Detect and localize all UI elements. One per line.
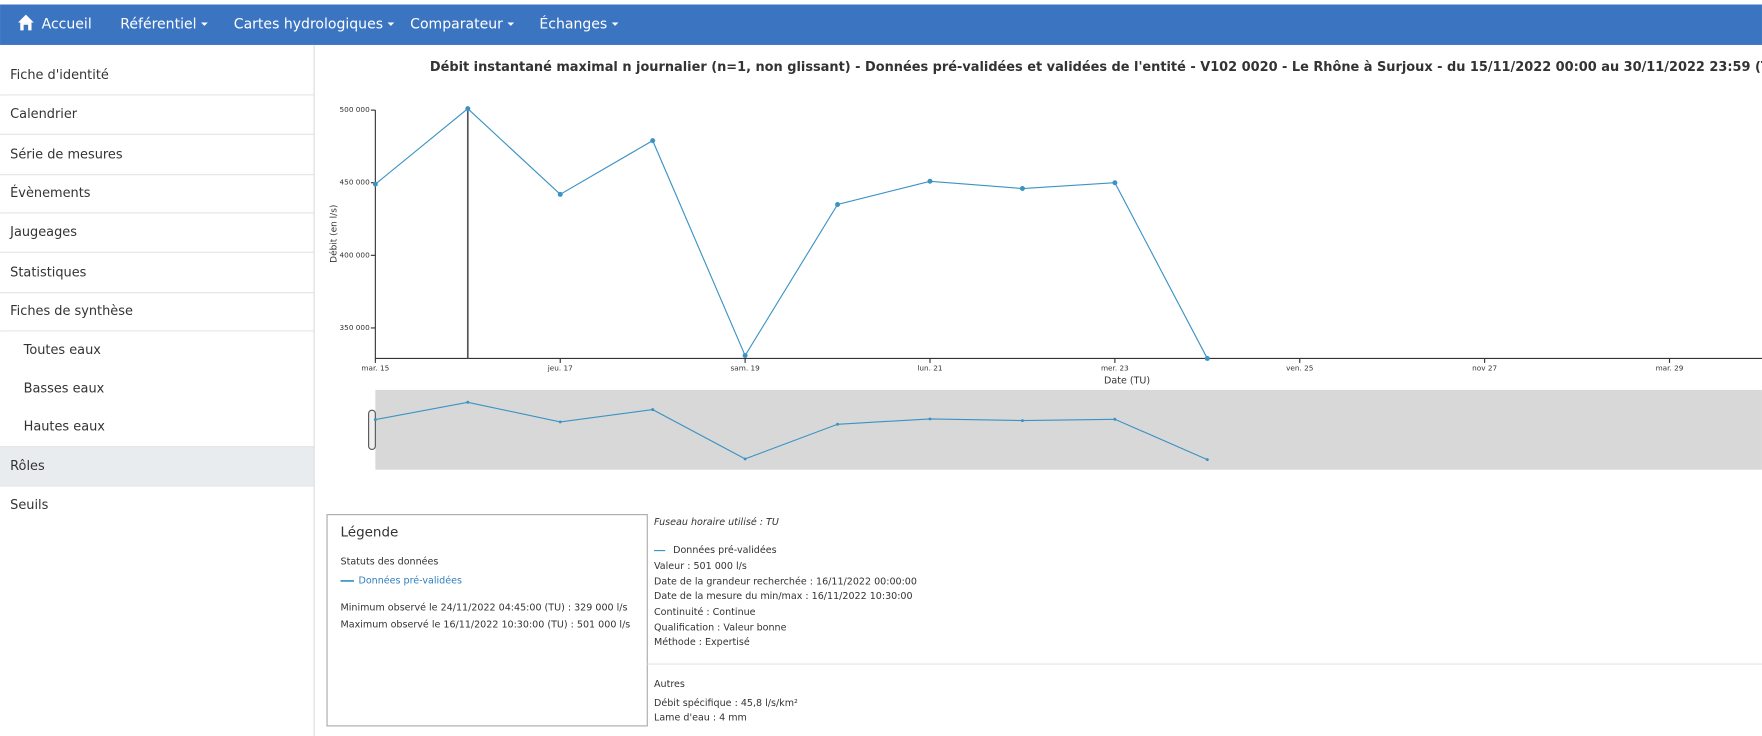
sidebar-border — [313, 44, 315, 736]
data-point[interactable] — [557, 191, 563, 197]
legend-subtitle: Statuts des données — [341, 556, 439, 567]
sidebar-item[interactable]: Évènements — [10, 185, 91, 201]
tooltip-line: Méthode : Expertisé — [654, 637, 750, 648]
tooltip-timezone: Fuseau horaire utilisé : TU — [654, 517, 779, 528]
sidebar-item[interactable]: Seuils — [10, 498, 48, 513]
legend-box — [326, 514, 648, 727]
sidebar-item[interactable]: Série de mesures — [10, 148, 123, 163]
legend-entry: Données pré-validées — [358, 575, 461, 586]
legend-title: Légende — [341, 525, 399, 541]
sidebar-item[interactable]: Fiches de synthèse — [10, 304, 133, 319]
navigator-point — [1205, 458, 1209, 462]
tooltip-line: Qualification : Valeur bonne — [654, 623, 787, 634]
nav-item[interactable]: Référentiel — [120, 17, 196, 33]
navigator[interactable] — [375, 389, 1762, 470]
sidebar-item[interactable]: Fiche d'identité — [10, 68, 109, 83]
sidebar-item[interactable]: Toutes eaux — [23, 343, 102, 358]
x-tick-label: ven. 25 — [1286, 364, 1313, 373]
home-icon[interactable] — [18, 14, 34, 31]
nav-item[interactable]: Accueil — [42, 17, 92, 33]
data-point[interactable] — [650, 138, 656, 144]
y-tick-label: 350 000 — [340, 323, 371, 332]
tooltip-other-title: Autres — [654, 679, 685, 690]
x-tick-label: jeu. 17 — [547, 364, 573, 373]
navigator-point — [651, 408, 655, 412]
data-point[interactable] — [927, 178, 933, 184]
navigator-point — [928, 417, 932, 421]
nav-item[interactable]: Cartes hydrologiques — [234, 17, 383, 33]
navigator-point — [836, 422, 840, 426]
navigator-line — [375, 401, 1208, 461]
sidebar-active — [0, 446, 314, 487]
tooltip-line: Valeur : 501 000 l/s — [654, 561, 747, 572]
data-point[interactable] — [1112, 180, 1118, 186]
navbar — [0, 4, 1762, 45]
tooltip-line: Date de la mesure du min/max : 16/11/202… — [654, 591, 913, 602]
data-point[interactable] — [465, 106, 471, 112]
x-tick-label: mar. 29 — [1656, 364, 1684, 373]
tooltip-other-line: Débit spécifique : 45,8 l/s/km² — [654, 698, 798, 709]
sidebar-item[interactable]: Rôles — [10, 459, 45, 474]
x-tick-label: lun. 21 — [917, 364, 942, 373]
legend-max: Maximum observé le 16/11/2022 10:30:00 (… — [341, 619, 631, 630]
data-point[interactable] — [1204, 355, 1210, 361]
tooltip-other-line: Lame d'eau : 4 mm — [654, 713, 747, 724]
data-point[interactable] — [1019, 186, 1025, 192]
dropdown-caret — [201, 22, 208, 26]
nav-item[interactable]: Comparateur — [410, 17, 503, 33]
x-tick-label: nov 27 — [1472, 364, 1497, 373]
sidebar-item[interactable]: Hautes eaux — [24, 419, 106, 434]
tooltip-line: Date de la grandeur recherchée : 16/11/2… — [654, 577, 917, 588]
sidebar-item[interactable]: Jaugeages — [9, 225, 77, 240]
navigator-point — [743, 457, 747, 461]
dropdown-caret — [387, 22, 395, 26]
data-point[interactable] — [742, 353, 748, 359]
y-axis-label: Débit (en l/s) — [328, 205, 339, 263]
navigator-point — [373, 418, 377, 422]
dropdown-caret — [611, 22, 619, 26]
navigator-point — [1020, 419, 1024, 423]
y-tick-label: 500 000 — [340, 105, 371, 114]
data-point[interactable] — [372, 181, 378, 187]
tooltip-series: Données pré-validées — [673, 545, 776, 556]
x-axis-label: Date (TU) — [1104, 375, 1150, 386]
nav-item[interactable]: Échanges — [539, 15, 607, 33]
y-tick-label: 450 000 — [340, 178, 371, 187]
x-tick-label: mar. 15 — [361, 364, 389, 373]
data-point[interactable] — [835, 202, 841, 207]
dropdown-caret — [507, 22, 515, 26]
chart-title: Débit instantané maximal n journalier (n… — [430, 60, 1762, 75]
sidebar-item[interactable]: Basses eaux — [24, 381, 105, 396]
navigator-point — [466, 400, 470, 404]
navigator-point — [1113, 417, 1117, 421]
y-tick-label: 400 000 — [340, 250, 371, 259]
x-tick-label: mer. 23 — [1101, 364, 1129, 373]
tooltip-line: Continuité : Continue — [654, 607, 756, 618]
navigator-handle[interactable] — [368, 409, 376, 451]
sidebar-item[interactable]: Statistiques — [10, 266, 86, 281]
navigator-point — [558, 420, 562, 424]
x-tick-label: sam. 19 — [730, 364, 760, 373]
legend-min: Minimum observé le 24/11/2022 04:45:00 (… — [341, 602, 628, 613]
sidebar-item[interactable]: Calendrier — [10, 107, 78, 122]
data-line — [374, 107, 1208, 359]
